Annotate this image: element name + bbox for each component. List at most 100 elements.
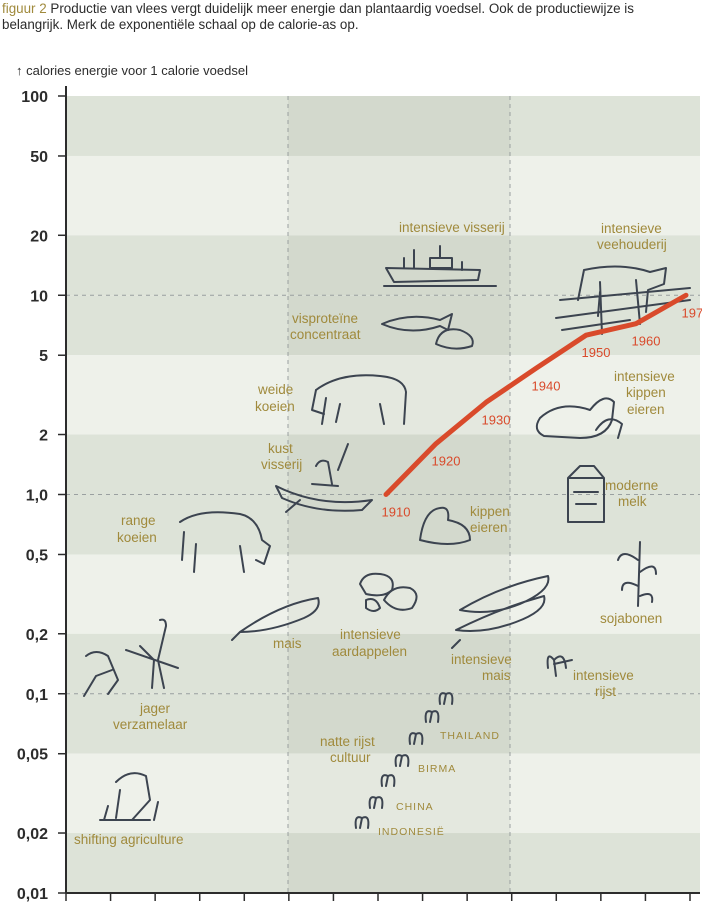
corn-icon bbox=[231, 575, 550, 649]
label-visproteine-2: concentraat bbox=[290, 327, 361, 342]
band-middle bbox=[288, 155, 510, 236]
label-range-koeien-2: koeien bbox=[117, 530, 157, 545]
label-intensieve-veehouderij: intensieve bbox=[601, 221, 662, 236]
farmer-icon bbox=[99, 772, 159, 821]
y-tick-label: 0,01 bbox=[17, 886, 48, 903]
band-middle bbox=[288, 693, 510, 754]
y-axis-label: ↑ calories energie voor 1 calorie voedse… bbox=[16, 63, 248, 78]
y-axis-ticks: 100 50 20 10 5 2 1,0 0,5 0,2 0,1 0,05 0,02 0,01 bbox=[17, 89, 66, 903]
hen-icon bbox=[419, 506, 471, 545]
label-moderne-melk: moderne bbox=[605, 478, 658, 493]
label-range-koeien: range bbox=[121, 513, 156, 528]
band bbox=[67, 833, 288, 893]
dashed-gridlines bbox=[66, 96, 700, 893]
label-intensieve-rijst-2: rijst bbox=[595, 684, 616, 699]
label-thailand: THAILAND bbox=[440, 730, 500, 742]
band bbox=[67, 494, 288, 555]
label-birma: BIRMA bbox=[418, 763, 456, 775]
label-jager-verzamelaar: jager bbox=[139, 701, 171, 716]
figure-label: figuur 2 bbox=[2, 1, 47, 16]
year-labels: 1910 1920 1930 1940 1950 1960 1970 bbox=[382, 305, 702, 519]
band bbox=[67, 693, 288, 754]
potatoes-icon bbox=[359, 572, 418, 612]
band bbox=[510, 753, 700, 834]
band-middle bbox=[288, 753, 510, 834]
y-tick-label: 100 bbox=[21, 89, 48, 106]
label-indonesie: INDONESIË bbox=[378, 826, 445, 838]
year-label: 1920 bbox=[432, 454, 461, 469]
band-middle bbox=[288, 96, 510, 156]
year-label: 1950 bbox=[582, 345, 611, 360]
fishing-boat-icon bbox=[383, 245, 497, 287]
y-tick-label: 0,05 bbox=[17, 747, 48, 764]
label-intensieve-aardappelen-2: aardappelen bbox=[332, 644, 407, 659]
series-line-group bbox=[383, 292, 689, 497]
y-tick-label: 0,1 bbox=[26, 687, 48, 704]
label-natte-rijst: natte rijst bbox=[320, 734, 375, 749]
label-intensieve-aardappelen: intensieve bbox=[340, 627, 401, 642]
label-intensieve-rijst: intensieve bbox=[573, 668, 634, 683]
band-middle bbox=[288, 554, 510, 634]
band bbox=[67, 434, 288, 495]
range-cow-icon bbox=[179, 511, 271, 573]
label-intensieve-mais: intensieve bbox=[451, 652, 512, 667]
chickens-icon bbox=[535, 397, 623, 439]
y-tick-label: 1,0 bbox=[26, 488, 48, 505]
band bbox=[67, 355, 288, 435]
band bbox=[67, 295, 288, 356]
label-mais: mais bbox=[273, 636, 302, 651]
y-tick-label: 0,2 bbox=[26, 627, 48, 644]
band bbox=[67, 155, 288, 236]
label-visproteine: visproteïne bbox=[292, 311, 358, 326]
label-weide-koeien-2: koeien bbox=[255, 399, 295, 414]
band-middle bbox=[288, 633, 510, 694]
grazing-cow-icon bbox=[311, 374, 407, 425]
milk-carton-icon bbox=[567, 465, 605, 523]
label-kust-visserij-2: visserij bbox=[261, 457, 302, 472]
band bbox=[67, 96, 288, 156]
label-weide-koeien: weide bbox=[257, 382, 293, 397]
band bbox=[510, 633, 700, 694]
x-axis-ticks bbox=[65, 893, 691, 901]
y-tick-label: 50 bbox=[30, 149, 48, 166]
band bbox=[510, 833, 700, 893]
y-tick-label: 2 bbox=[39, 428, 48, 445]
label-china: CHINA bbox=[396, 801, 434, 813]
band bbox=[510, 235, 700, 296]
y-tick-label: 20 bbox=[30, 228, 48, 245]
rice-plants-icon bbox=[354, 692, 454, 829]
label-intensieve-mais-2: mais bbox=[482, 668, 511, 683]
label-intensieve-kippen: intensieve bbox=[614, 369, 675, 384]
band bbox=[67, 235, 288, 296]
annotation-labels: intensieve visserij intensieve veehouder… bbox=[74, 220, 675, 847]
year-label: 1960 bbox=[632, 334, 661, 349]
band-middle bbox=[288, 494, 510, 555]
label-intensieve-visserij: intensieve visserij bbox=[399, 220, 505, 235]
hunter-gatherer-icon bbox=[83, 618, 179, 697]
rice-sprout-icon bbox=[546, 655, 573, 677]
year-label: 1910 bbox=[382, 505, 411, 520]
soybean-plant-icon bbox=[617, 541, 657, 607]
y-tick-label: 0,02 bbox=[17, 826, 48, 843]
label-shifting-agriculture: shifting agriculture bbox=[74, 832, 184, 847]
canoe-fisherman-icon bbox=[275, 443, 373, 513]
label-kippen-eieren: kippen bbox=[470, 504, 510, 519]
label-kust-visserij: kust bbox=[268, 441, 293, 456]
label-moderne-melk-2: melk bbox=[618, 494, 647, 509]
y-tick-label: 5 bbox=[39, 348, 48, 365]
caption-text: Productie van vlees vergt duidelijk meer… bbox=[2, 1, 634, 32]
fish-icon bbox=[381, 313, 474, 350]
band bbox=[510, 554, 700, 634]
y-tick-label: 0,5 bbox=[26, 547, 48, 564]
band bbox=[67, 554, 288, 634]
y-tick-label: 10 bbox=[30, 288, 48, 305]
cow-icon bbox=[555, 265, 691, 335]
band bbox=[510, 693, 700, 754]
label-intensieve-veehouderij-2: veehouderij bbox=[597, 237, 667, 252]
label-sojabonen: sojabonen bbox=[600, 611, 662, 626]
year-label: 1970 bbox=[682, 305, 702, 320]
year-label: 1930 bbox=[482, 412, 511, 427]
band bbox=[67, 753, 288, 834]
label-kippen-eieren-2: eieren bbox=[470, 520, 508, 535]
band-middle bbox=[288, 833, 510, 893]
